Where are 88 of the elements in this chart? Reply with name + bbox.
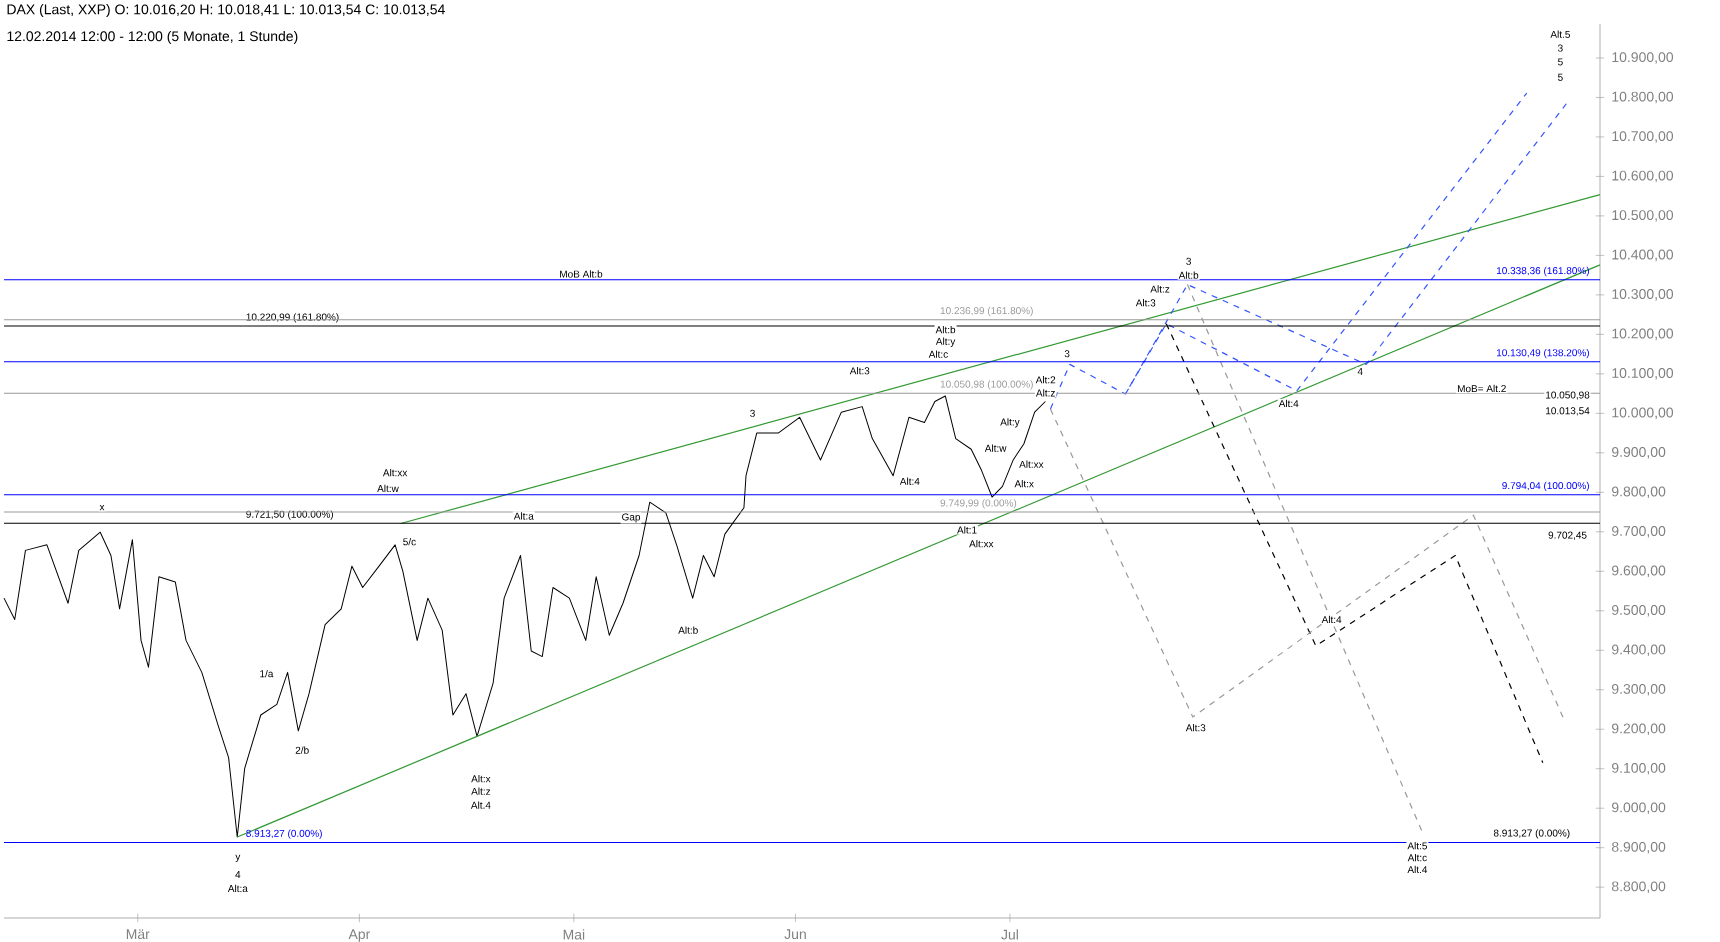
- annotation: Alt:c: [1407, 853, 1427, 862]
- annotation: 3: [1186, 257, 1191, 265]
- ref-line-label: 9.749,99 (0.00%): [940, 499, 1017, 509]
- y-tick-label: 10.300,00: [1612, 289, 1674, 301]
- x-tick-label: Apr: [348, 929, 371, 942]
- annotation: Alt:b: [678, 626, 698, 634]
- annotation: Alt:4: [1321, 615, 1342, 624]
- annotation: Alt.4: [1407, 865, 1428, 874]
- annotation: MoB Alt:b: [560, 270, 603, 278]
- annotation: Alt:x: [1014, 479, 1034, 488]
- y-tick-label: 10.100,00: [1612, 368, 1674, 380]
- y-tick-label: 10.600,00: [1612, 170, 1674, 183]
- y-tick-label: 9.400,00: [1612, 644, 1666, 657]
- annotation: Alt:b: [1178, 271, 1199, 279]
- y-tick-label: 9.600,00: [1612, 565, 1666, 578]
- annotation: 10.013,54: [1546, 407, 1590, 416]
- ref-line-label: 10.220,99 (161.80%): [246, 313, 339, 323]
- chart-subtitle: 12.02.2014 12:00 - 12:00 (5 Monate, 1 Stunde): [7, 30, 298, 44]
- ref-line-label: 10.130,49 (138.20%): [1496, 348, 1589, 359]
- annotation: 2/b: [295, 746, 309, 754]
- annotation: Alt:z: [471, 787, 491, 795]
- ref-line-label: 10.050,98 (100.00%): [940, 380, 1033, 390]
- ref-line-label: 9.721,50 (100.00%): [246, 510, 333, 520]
- annotation: 3: [1557, 44, 1563, 52]
- annotation: Alt:4: [899, 477, 920, 485]
- annotation: 1/a: [260, 669, 274, 678]
- annotation: Alt.5: [1550, 30, 1570, 38]
- annotation: MoB= Alt.2: [1457, 384, 1506, 393]
- y-tick-label: 9.300,00: [1612, 683, 1666, 696]
- y-tick-label: 9.800,00: [1612, 486, 1666, 499]
- annotation: Alt:xx: [1019, 460, 1044, 468]
- annotation: Gap: [622, 513, 641, 523]
- y-tick-label: 9.900,00: [1612, 447, 1666, 459]
- annotation: Alt:c: [928, 350, 948, 358]
- annotation: 10.050,98: [1546, 391, 1590, 400]
- y-tick-label: 8.900,00: [1611, 841, 1666, 854]
- annotation: Alt.4: [470, 801, 491, 809]
- annotation: Alt:3: [849, 367, 870, 375]
- y-tick-label: 8.800,00: [1611, 881, 1666, 893]
- annotation: Alt:y: [1000, 418, 1020, 428]
- y-tick-label: 10.500,00: [1612, 210, 1674, 222]
- annotation: 5: [1558, 73, 1563, 81]
- annotation: Alt:2: [1035, 376, 1056, 384]
- y-tick-label: 9.200,00: [1612, 723, 1666, 736]
- annotation: 4: [1357, 368, 1363, 375]
- annotation: Alt:5: [1407, 842, 1427, 850]
- annotation: Alt:w: [984, 444, 1007, 452]
- annotation: Alt:a: [227, 884, 248, 893]
- y-tick-label: 9.100,00: [1612, 762, 1666, 775]
- annotation: Alt:1: [957, 526, 977, 534]
- annotation: Alt:b: [935, 325, 956, 334]
- annotation: Alt:3: [1185, 723, 1206, 732]
- y-tick-label: 10.800,00: [1612, 91, 1674, 104]
- ref-line-label: 10.236,99 (161.80%): [940, 306, 1033, 317]
- annotation: 3: [1064, 350, 1070, 358]
- annotation: Alt:a: [513, 512, 534, 520]
- y-tick-label: 9.500,00: [1612, 605, 1666, 617]
- annotation: 5/c: [403, 538, 416, 546]
- annotation: Alt:3: [1135, 299, 1156, 307]
- annotation: 4: [235, 871, 241, 878]
- annotation: 5: [1558, 58, 1563, 66]
- annotation: Alt:xx: [382, 468, 408, 477]
- x-tick-label: Jul: [1001, 929, 1018, 940]
- annotation: Alt:z: [1035, 389, 1055, 397]
- y-tick-label: 10.700,00: [1612, 131, 1674, 143]
- annotation: x: [99, 505, 105, 511]
- y-tick-label: 10.200,00: [1612, 328, 1674, 341]
- x-tick-label: Mai: [563, 929, 585, 940]
- chart-title: DAX (Last, XXP) O: 10.016,20 H: 10.018,41 L: 10.013,54 C: 10.013,54: [7, 4, 445, 18]
- ref-line-label: 8.913,27 (0.00%): [246, 829, 322, 839]
- annotation: Alt:y: [935, 337, 956, 347]
- annotation: Alt:w: [377, 484, 399, 493]
- y-tick-label: 9.000,00: [1612, 802, 1666, 814]
- annotation: y: [235, 854, 241, 863]
- y-tick-label: 10.400,00: [1612, 249, 1674, 262]
- x-tick-label: Jun: [784, 929, 806, 940]
- annotation: 9.702,45: [1548, 531, 1587, 540]
- annotation: Alt:x: [471, 774, 491, 783]
- y-tick-label: 9.700,00: [1612, 526, 1666, 538]
- x-tick-label: Mär: [126, 929, 150, 940]
- annotation: 8.913,27 (0.00%): [1493, 829, 1570, 839]
- annotation: 3: [750, 409, 755, 417]
- annotation: Alt:xx: [969, 539, 994, 548]
- annotation: Alt:z: [1150, 285, 1170, 293]
- annotation: Alt:4: [1278, 399, 1299, 408]
- y-tick-label: 10.900,00: [1612, 52, 1674, 64]
- ref-line-label: 9.794,04 (100.00%): [1502, 481, 1589, 492]
- y-tick-label: 10.000,00: [1612, 407, 1674, 420]
